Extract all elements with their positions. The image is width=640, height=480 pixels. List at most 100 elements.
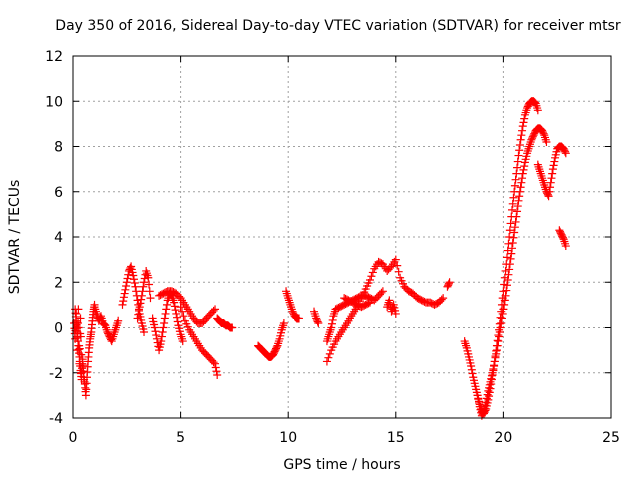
data-point-marker (364, 299, 373, 308)
data-point-marker (512, 212, 521, 221)
data-point-marker (209, 358, 218, 367)
data-point-marker (490, 357, 499, 366)
data-point-marker (490, 361, 499, 370)
data-point-marker (483, 390, 492, 399)
data-point-marker (515, 140, 524, 149)
data-point-marker (494, 337, 503, 346)
data-point-marker (488, 368, 497, 377)
data-point-marker (502, 286, 511, 295)
data-point-marker (468, 369, 477, 378)
data-point-marker (377, 288, 386, 297)
data-point-marker (561, 242, 570, 251)
data-point-marker (137, 291, 146, 300)
data-point-marker (518, 126, 527, 135)
data-point-marker (367, 272, 376, 281)
axis-ticks: 0 5 10 15 20 25 -4 -2 0 2 4 6 8 10 12 (45, 49, 620, 446)
data-point-marker (324, 353, 333, 362)
data-point-marker (505, 233, 514, 241)
data-point-marker (162, 305, 171, 314)
data-point-marker (122, 282, 131, 291)
data-point-marker (145, 280, 154, 289)
data-point-marker (279, 318, 288, 327)
data-point-marker (505, 226, 514, 235)
data-point-marker (325, 349, 334, 358)
grid-lines (73, 56, 611, 418)
data-point-marker (500, 296, 509, 305)
data-point-marker (503, 275, 512, 284)
data-point-marker (134, 306, 143, 315)
data-point-marker (391, 255, 400, 264)
data-point-marker (136, 299, 145, 308)
data-point-marker (294, 314, 303, 323)
data-point-marker (162, 300, 171, 309)
y-tick-label: -4 (49, 411, 63, 427)
data-point-marker (558, 233, 567, 242)
data-point-marker (211, 363, 220, 372)
y-tick-label: -2 (49, 366, 63, 382)
data-point-marker (504, 270, 513, 279)
data-point-marker (513, 207, 522, 216)
data-point-marker (510, 181, 519, 190)
series-arc-i (213, 314, 237, 332)
x-tick-label: 15 (387, 430, 405, 446)
y-tick-label: 12 (45, 49, 63, 65)
data-point-marker (518, 169, 527, 178)
data-point-marker (517, 178, 526, 187)
data-point-marker (144, 273, 153, 282)
data-point-marker (160, 314, 169, 323)
data-point-marker (504, 239, 513, 248)
data-point-marker (550, 157, 559, 166)
data-point-marker (482, 394, 491, 403)
series-arc-p (383, 296, 400, 318)
data-point-marker (496, 323, 505, 332)
data-point-marker (118, 300, 127, 309)
data-point-marker (173, 317, 182, 326)
data-point-marker (157, 332, 166, 341)
data-point-marker (444, 279, 453, 288)
data-point-marker (517, 131, 526, 140)
y-tick-label: 8 (54, 140, 63, 156)
data-point-marker (119, 293, 128, 302)
data-point-marker (506, 254, 515, 263)
y-tick-label: 0 (54, 321, 63, 337)
series-arc-o (340, 294, 374, 312)
data-point-marker (497, 314, 506, 323)
data-point-marker (378, 287, 387, 296)
data-point-marker (173, 313, 182, 322)
data-point-marker (328, 315, 337, 324)
data-point-marker (272, 343, 281, 352)
data-point-marker (473, 391, 482, 400)
data-point-marker (138, 287, 147, 296)
plot-frame (72, 55, 612, 419)
data-point-marker (313, 317, 322, 326)
data-point-marker (511, 175, 520, 184)
data-point-marker (499, 305, 508, 314)
data-point-marker (492, 349, 501, 358)
data-point-marker (179, 312, 188, 321)
data-point-marker (211, 305, 220, 314)
data-point-marker (213, 371, 222, 380)
data-point-marker (506, 219, 515, 228)
y-tick-label: 10 (45, 94, 63, 110)
data-point-marker (489, 364, 498, 373)
series-arc-q (443, 278, 454, 291)
data-point-marker (508, 205, 517, 214)
data-point-marker (507, 249, 516, 258)
data-point-marker (467, 365, 476, 374)
data-point-marker (467, 361, 476, 370)
data-point-marker (544, 192, 553, 201)
data-point-marker (495, 328, 504, 337)
data-point-marker (314, 318, 323, 327)
data-point-marker (394, 267, 403, 276)
data-point-marker (501, 291, 510, 300)
data-point-marker (368, 268, 377, 277)
data-point-marker (121, 285, 130, 294)
data-point-marker (505, 265, 514, 274)
data-point-marker (498, 309, 507, 318)
series-arc-n (322, 255, 448, 366)
data-point-marker (119, 297, 128, 306)
data-point-marker (139, 282, 148, 291)
data-point-marker (510, 223, 519, 232)
data-point-marker (547, 174, 556, 183)
